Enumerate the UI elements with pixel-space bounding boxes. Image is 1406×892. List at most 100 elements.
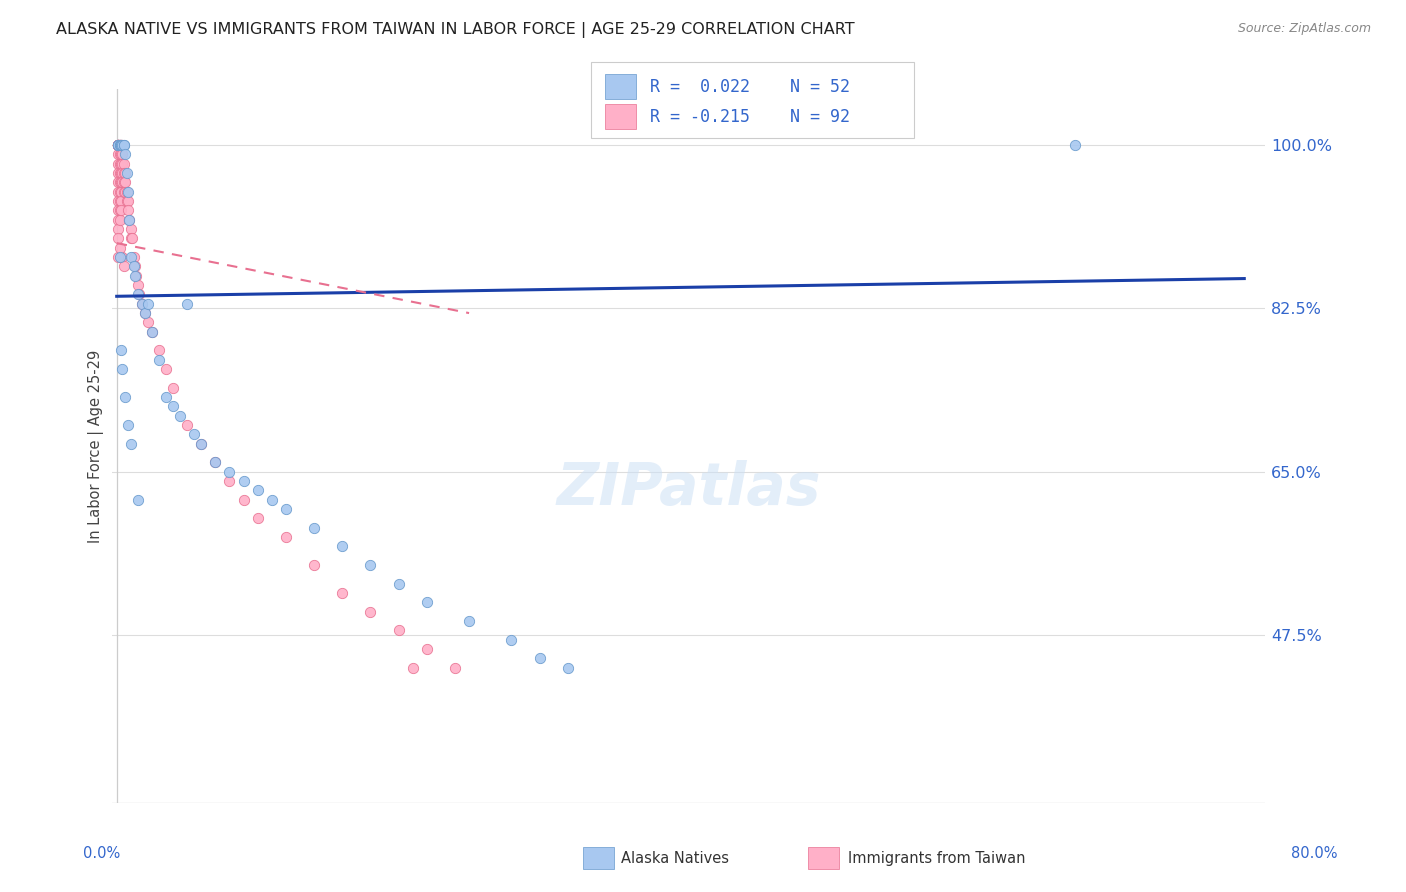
Point [111,362,134,376]
Point [107,138,129,153]
Point [107,166,129,180]
Point [162,400,184,414]
Point [122,260,145,274]
Point [176,297,198,311]
Point [416,641,439,656]
Point [204,455,226,469]
Point [359,558,381,572]
Point [260,492,283,507]
Point [118,212,141,227]
Point [131,297,153,311]
Point [111,166,134,180]
Point [127,278,149,293]
Point [148,352,170,367]
Point [117,185,139,199]
Point [107,138,129,153]
Point [111,138,134,153]
Point [127,287,149,301]
Text: ZIPatlas: ZIPatlas [557,460,821,517]
Point [136,315,159,329]
Point [128,287,150,301]
Point [107,138,129,153]
Point [117,194,139,208]
Point [114,390,136,404]
Point [110,147,132,161]
Point [110,138,132,153]
Text: Immigrants from Taiwan: Immigrants from Taiwan [848,851,1025,865]
Point [107,138,129,153]
Point [108,203,131,218]
Point [162,381,184,395]
Point [111,176,134,190]
Point [330,539,353,553]
Point [246,511,269,525]
Point [155,362,177,376]
Point [110,194,132,208]
Point [232,492,254,507]
Point [108,138,131,153]
Point [107,138,129,153]
Point [110,157,132,171]
Point [112,176,135,190]
Point [107,212,129,227]
Point [121,231,143,245]
Point [107,231,129,245]
Point [108,138,131,153]
Text: Alaska Natives: Alaska Natives [621,851,730,865]
Point [302,558,325,572]
Point [120,250,142,264]
Point [114,147,136,161]
Point [118,212,141,227]
Point [107,138,129,153]
Point [416,595,439,609]
Point [204,455,226,469]
Point [107,138,129,153]
Point [108,194,131,208]
Point [107,138,129,153]
Point [108,250,131,264]
Point [115,185,138,199]
Point [111,157,134,171]
Point [107,147,129,161]
Point [108,138,131,153]
Point [190,436,212,450]
Point [134,306,156,320]
Point [108,185,131,199]
Point [141,325,163,339]
Point [134,306,156,320]
Point [114,166,136,180]
Point [124,268,146,283]
Point [112,138,135,153]
Point [136,297,159,311]
Point [141,325,163,339]
Point [107,185,129,199]
Point [529,651,551,665]
Point [110,176,132,190]
Point [110,343,132,358]
Point [501,632,523,647]
Text: R = -0.215    N = 92: R = -0.215 N = 92 [650,108,849,126]
Point [108,147,131,161]
Point [108,157,131,171]
Point [107,138,129,153]
Point [120,222,142,236]
Point [108,138,131,153]
Point [402,660,425,674]
Point [108,241,131,255]
Point [112,185,135,199]
Point [112,157,135,171]
Point [110,250,132,264]
Point [444,660,467,674]
Point [107,157,129,171]
Point [108,212,131,227]
Point [107,176,129,190]
Point [1064,138,1087,153]
Point [122,250,145,264]
Point [274,502,297,516]
Point [114,185,136,199]
Point [110,138,132,153]
Point [387,576,409,591]
Point [155,390,177,404]
Point [114,176,136,190]
Point [125,268,148,283]
